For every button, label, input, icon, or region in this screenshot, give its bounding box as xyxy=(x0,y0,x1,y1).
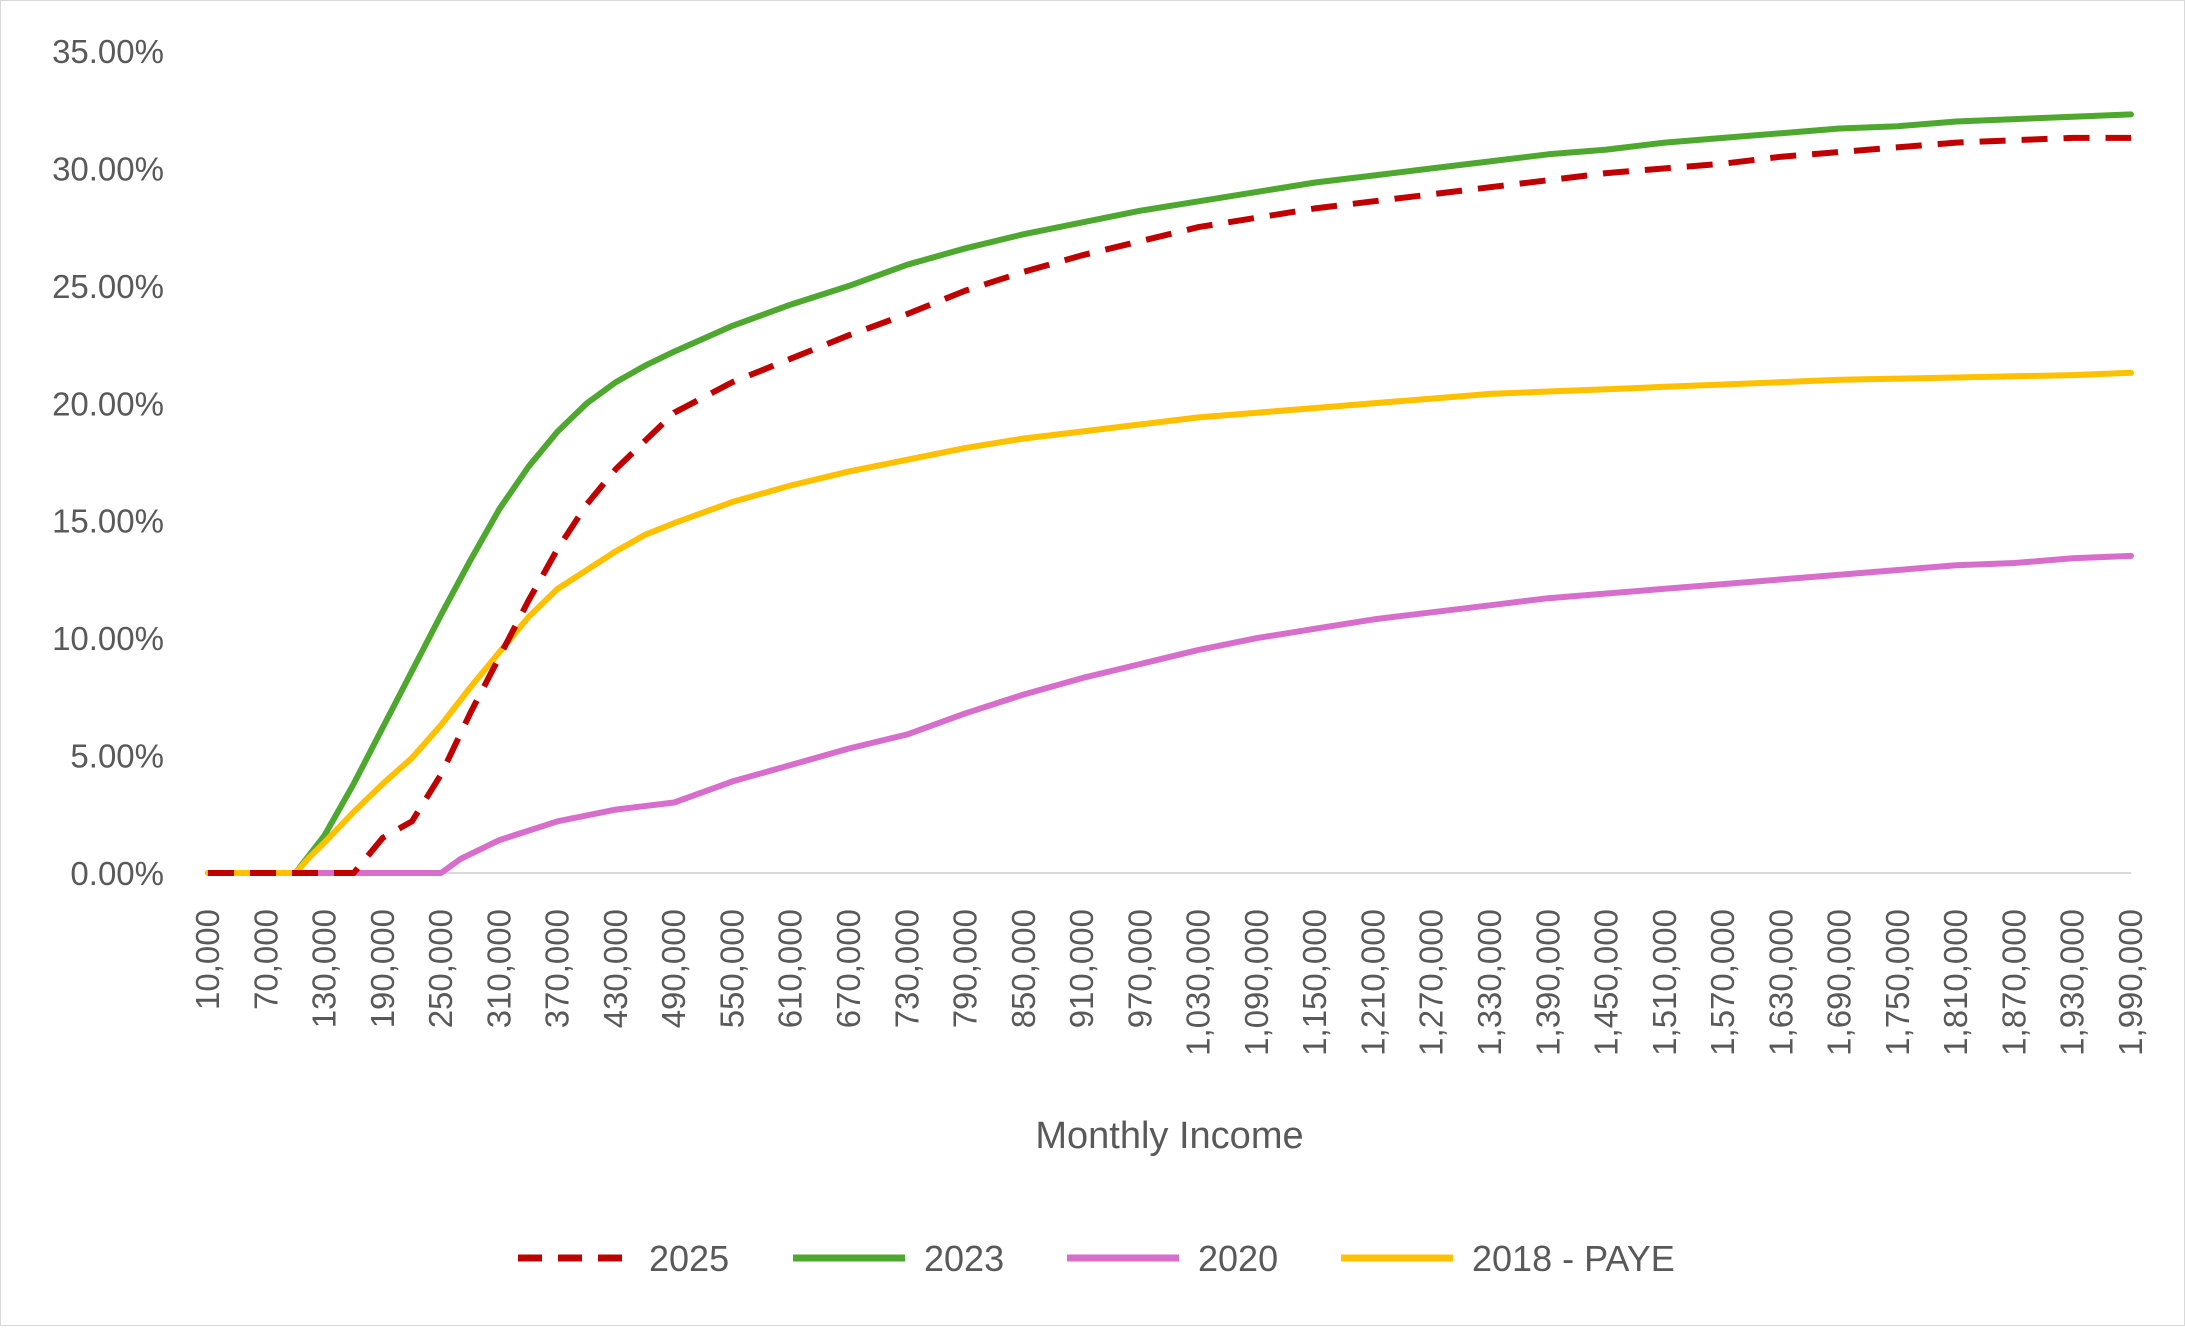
x-tick-label: 1,630,000 xyxy=(1762,909,1799,1056)
x-tick-label: 910,000 xyxy=(1063,909,1100,1028)
y-tick-label: 5.00% xyxy=(70,738,164,775)
x-tick-label: 1,390,000 xyxy=(1529,909,1566,1056)
x-tick-label: 1,030,000 xyxy=(1180,909,1217,1056)
x-tick-label: 1,810,000 xyxy=(1937,909,1974,1056)
legend: 2025 2023 2020 2018 - PAYE xyxy=(518,1238,1675,1279)
legend-label-1: 2025 xyxy=(649,1238,729,1279)
x-tick-label: 70,000 xyxy=(247,909,284,1010)
x-tick-label: 850,000 xyxy=(1005,909,1042,1028)
series-layer xyxy=(205,111,2134,876)
x-tick-label: 730,000 xyxy=(888,909,925,1028)
x-tick-label: 550,000 xyxy=(713,909,750,1028)
x-tick-label: 370,000 xyxy=(539,909,576,1028)
x-axis-title: Monthly Income xyxy=(1035,1115,1303,1157)
series-line-4 xyxy=(205,369,2134,876)
y-tick-label: 0.00% xyxy=(70,855,164,892)
x-tick-label: 1,090,000 xyxy=(1238,909,1275,1056)
y-axis-ticks: 0.00% 5.00% 10.00% 15.00% 20.00% 25.00% 30.00%… xyxy=(52,33,164,892)
x-tick-label: 1,450,000 xyxy=(1588,909,1625,1056)
series-line-1 xyxy=(208,134,2131,876)
x-tick-label: 970,000 xyxy=(1121,909,1158,1028)
x-tick-label: 1,690,000 xyxy=(1821,909,1858,1056)
y-tick-label: 10.00% xyxy=(52,620,164,657)
series-line-2 xyxy=(205,111,2134,876)
x-tick-label: 1,270,000 xyxy=(1413,909,1450,1056)
x-tick-label: 1,330,000 xyxy=(1471,909,1508,1056)
x-tick-label: 790,000 xyxy=(947,909,984,1028)
x-tick-label: 1,510,000 xyxy=(1646,909,1683,1056)
x-tick-label: 1,150,000 xyxy=(1296,909,1333,1056)
x-tick-label: 1,570,000 xyxy=(1704,909,1741,1056)
x-tick-label: 1,870,000 xyxy=(1995,909,2032,1056)
x-tick-label: 1,210,000 xyxy=(1354,909,1391,1056)
x-axis-ticks: 10,000 70,000 130,000 190,000 250,000 310,000… xyxy=(189,909,2149,1056)
x-tick-label: 130,000 xyxy=(306,909,343,1028)
y-tick-label: 20.00% xyxy=(52,385,164,422)
y-tick-label: 30.00% xyxy=(52,150,164,187)
x-tick-label: 610,000 xyxy=(772,909,809,1028)
x-tick-label: 1,990,000 xyxy=(2112,909,2149,1056)
y-tick-label: 25.00% xyxy=(52,268,164,305)
series-line-3 xyxy=(205,552,2134,876)
x-tick-label: 1,930,000 xyxy=(2054,909,2091,1056)
y-tick-label: 15.00% xyxy=(52,503,164,540)
x-tick-label: 430,000 xyxy=(597,909,634,1028)
x-tick-label: 250,000 xyxy=(422,909,459,1028)
y-tick-label: 35.00% xyxy=(52,33,164,70)
x-tick-label: 670,000 xyxy=(830,909,867,1028)
legend-label-3: 2020 xyxy=(1198,1238,1278,1279)
x-tick-label: 190,000 xyxy=(364,909,401,1028)
legend-label-2: 2023 xyxy=(924,1238,1004,1279)
x-tick-label: 10,000 xyxy=(189,909,226,1010)
legend-label-4: 2018 - PAYE xyxy=(1472,1238,1675,1279)
x-tick-label: 310,000 xyxy=(480,909,517,1028)
x-tick-label: 1,750,000 xyxy=(1879,909,1916,1056)
x-tick-label: 490,000 xyxy=(655,909,692,1028)
